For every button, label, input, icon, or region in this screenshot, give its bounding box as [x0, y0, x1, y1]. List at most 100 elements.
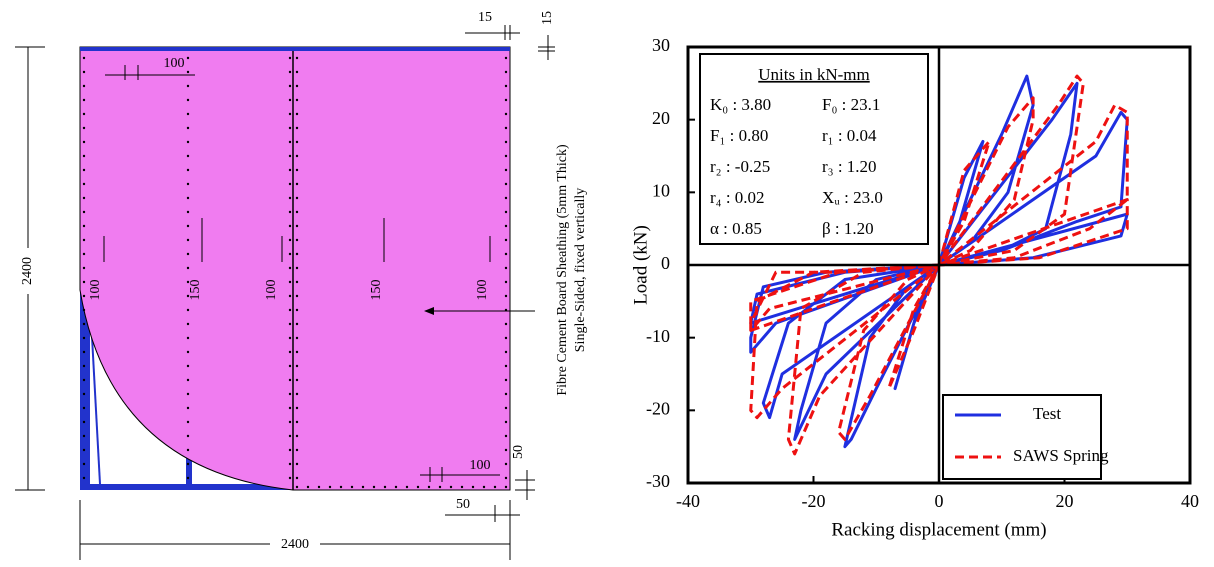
- nail: [504, 168, 508, 172]
- nail: [82, 322, 86, 326]
- nail: [504, 420, 508, 424]
- nail: [361, 485, 365, 489]
- nail: [295, 56, 299, 60]
- nail: [295, 448, 299, 452]
- nail: [350, 485, 354, 489]
- nail: [288, 308, 292, 312]
- nail: [288, 224, 292, 228]
- nail: [82, 182, 86, 186]
- nail: [82, 196, 86, 200]
- nail: [288, 210, 292, 214]
- nail: [82, 238, 86, 242]
- nail: [186, 434, 190, 438]
- nail: [504, 252, 508, 256]
- nail: [394, 485, 398, 489]
- nail: [186, 70, 190, 74]
- nail: [288, 70, 292, 74]
- nail: [295, 322, 299, 326]
- nail: [504, 84, 508, 88]
- nail: [82, 462, 86, 466]
- nail: [504, 112, 508, 116]
- nail: [295, 420, 299, 424]
- nail: [82, 266, 86, 270]
- nail: [504, 140, 508, 144]
- nail: [295, 308, 299, 312]
- nail: [186, 266, 190, 270]
- legend-box: [942, 394, 1102, 480]
- nail: [82, 280, 86, 284]
- nail: [295, 126, 299, 130]
- nail: [186, 420, 190, 424]
- nail: [82, 252, 86, 256]
- nail: [186, 252, 190, 256]
- nail: [186, 154, 190, 158]
- nail: [82, 70, 86, 74]
- nail: [504, 406, 508, 410]
- dim-label: 50: [511, 445, 526, 459]
- nail: [186, 462, 190, 466]
- nail: [186, 392, 190, 396]
- nail: [288, 168, 292, 172]
- nail: [493, 485, 497, 489]
- nail: [504, 294, 508, 298]
- param: r₃ : 1.20: [822, 157, 877, 176]
- nail: [288, 112, 292, 116]
- nail: [82, 56, 86, 60]
- nail: [82, 112, 86, 116]
- dim-label: 100: [88, 280, 103, 301]
- nail: [295, 434, 299, 438]
- nail: [295, 485, 299, 489]
- legend-label: SAWS Spring: [1013, 446, 1109, 465]
- nail: [295, 210, 299, 214]
- nail: [82, 98, 86, 102]
- dim-label: 2400: [281, 537, 309, 552]
- nail: [504, 476, 508, 480]
- nail: [82, 210, 86, 214]
- nail: [288, 280, 292, 284]
- series-line: [749, 74, 1129, 449]
- nail: [504, 434, 508, 438]
- param: F₁ : 0.80: [710, 126, 768, 145]
- dim-label: 50: [456, 497, 470, 512]
- nail: [295, 238, 299, 242]
- y-tick-label: 30: [652, 35, 670, 55]
- nail: [186, 238, 190, 242]
- nail: [288, 406, 292, 410]
- sheathing: [79, 46, 511, 491]
- dim-label: 100: [470, 458, 491, 473]
- stud: [186, 455, 192, 487]
- nail: [186, 406, 190, 410]
- nail: [288, 420, 292, 424]
- nail: [288, 196, 292, 200]
- nail: [504, 266, 508, 270]
- nail: [449, 485, 453, 489]
- nail: [288, 322, 292, 326]
- nail: [295, 252, 299, 256]
- nail: [295, 378, 299, 382]
- nail: [288, 364, 292, 368]
- nail: [288, 126, 292, 130]
- nail: [372, 485, 376, 489]
- nail: [295, 70, 299, 74]
- param-title: Units in kN-mm: [758, 65, 869, 84]
- nail: [295, 266, 299, 270]
- nail: [82, 294, 86, 298]
- sheathing-label: Single-Sided, fixed vertically: [573, 188, 588, 352]
- nail: [186, 182, 190, 186]
- nail: [82, 392, 86, 396]
- nail: [186, 336, 190, 340]
- y-tick-label: -10: [646, 326, 670, 346]
- nail: [288, 378, 292, 382]
- series-line: [749, 74, 1129, 456]
- nail: [186, 168, 190, 172]
- plot-frame: [686, 45, 1192, 485]
- nail: [295, 140, 299, 144]
- nail: [295, 336, 299, 340]
- nail: [339, 485, 343, 489]
- x-axis-label: Racking displacement (mm): [831, 519, 1046, 540]
- nail: [383, 485, 387, 489]
- nail: [288, 336, 292, 340]
- nail: [427, 485, 431, 489]
- nail: [186, 224, 190, 228]
